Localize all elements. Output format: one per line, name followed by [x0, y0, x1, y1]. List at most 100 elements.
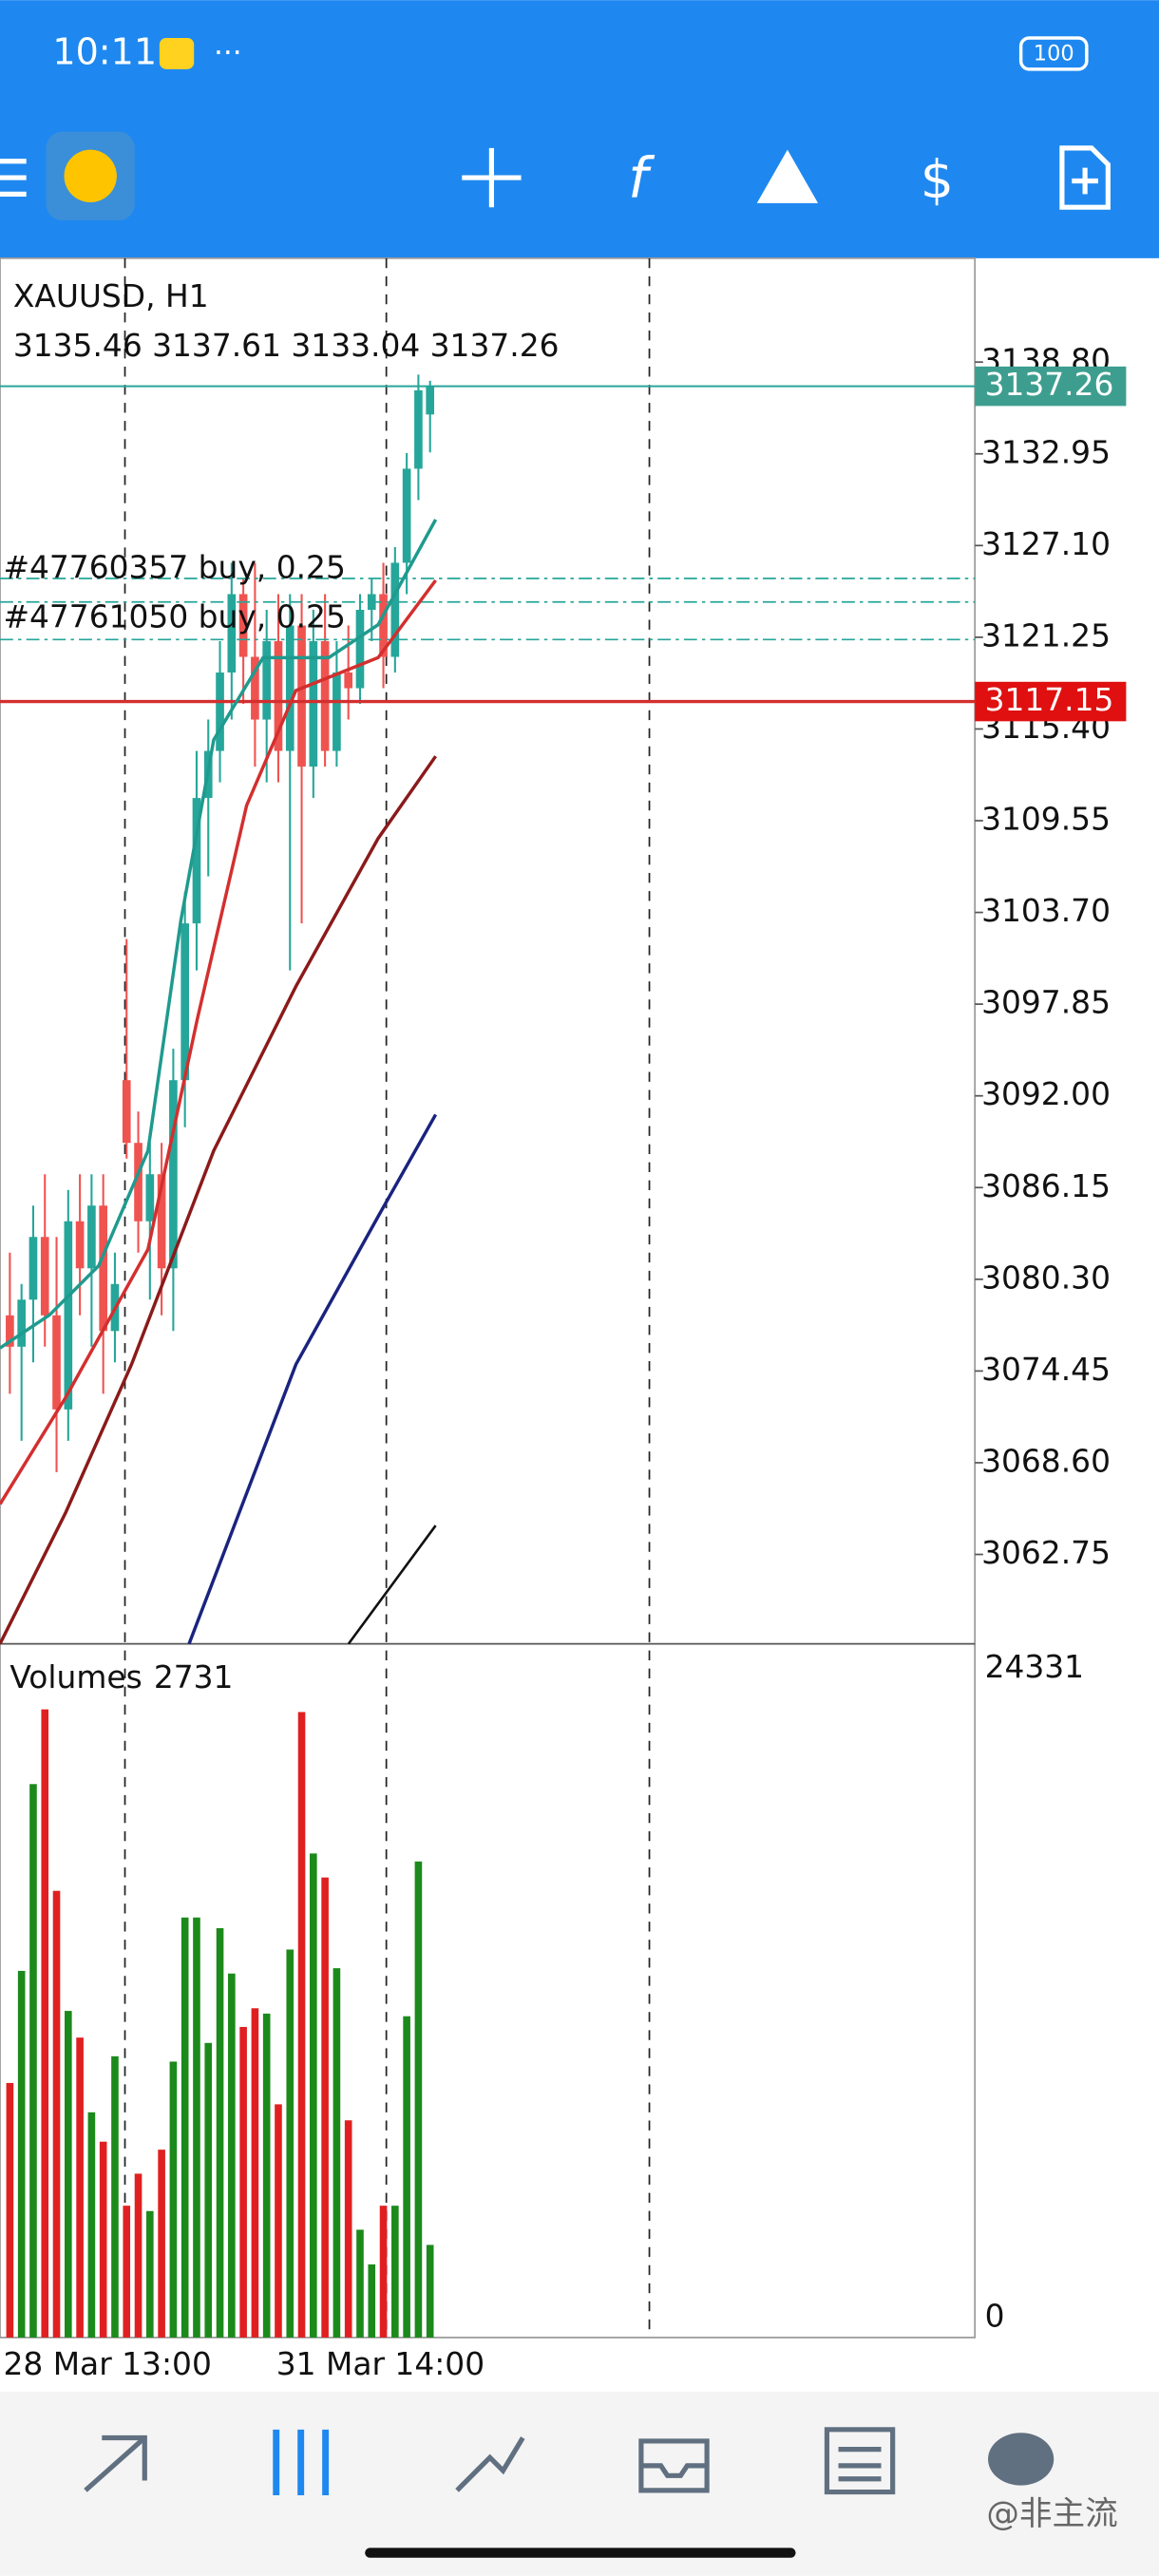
volume-bar [239, 2026, 247, 2338]
candle-body [145, 1174, 155, 1222]
volume-axis-label: 24331 [985, 1648, 1085, 1685]
volume-bar [344, 2120, 352, 2338]
volume-bar [332, 1968, 341, 2338]
candle-body [134, 1143, 142, 1222]
nav-icons[interactable] [84, 2427, 1054, 2496]
candle-body [332, 672, 341, 751]
price-label: 3068.60 [981, 1442, 1111, 1479]
volume-bar [111, 2055, 119, 2338]
price-label: 3080.30 [981, 1259, 1111, 1296]
volume-axis-label: 0 [985, 2298, 1005, 2335]
volume-bar [262, 2013, 271, 2338]
volume-bar [29, 1784, 37, 2338]
candle-body [157, 1174, 166, 1269]
volume-bar [275, 2104, 282, 2338]
candle-body [52, 1315, 61, 1410]
toolbar[interactable]: f $ [0, 131, 1111, 221]
nav-news[interactable] [824, 2427, 896, 2495]
crosshair-button[interactable] [462, 147, 522, 208]
nav-trade[interactable] [455, 2436, 525, 2492]
nav-quotes[interactable] [84, 2434, 147, 2492]
volume-bar [6, 2082, 14, 2338]
volume-bar [414, 1861, 423, 2338]
candle-body [75, 1221, 85, 1269]
new-order-button[interactable] [1059, 145, 1111, 210]
volume-bar [146, 2210, 154, 2338]
volume-bar [99, 2141, 107, 2338]
candle-body [390, 562, 400, 657]
price-label: 3132.95 [981, 433, 1111, 470]
nav-history[interactable] [638, 2438, 710, 2493]
volume-bar [251, 2008, 259, 2338]
chart-marks: 3138.803132.953127.103121.253115.403109.… [0, 327, 1127, 2338]
volume-bar [87, 2112, 96, 2338]
candle-body [122, 1080, 131, 1144]
ma-long [187, 1113, 438, 1645]
candle-body [262, 641, 272, 720]
ohlc-value: 3137.61 [152, 327, 281, 364]
trade-button[interactable]: $ [921, 150, 954, 211]
candle-body [285, 625, 294, 751]
candle-body [17, 1299, 26, 1347]
ohlc-value: 3137.26 [430, 327, 560, 364]
volume-bar [193, 1917, 200, 2338]
price-label: 3127.10 [981, 525, 1111, 562]
volume-bar [76, 2037, 84, 2338]
price-label: 3103.70 [981, 892, 1111, 929]
nav-messages[interactable] [988, 2433, 1054, 2486]
volume-bar [158, 2150, 165, 2338]
status-time: 10:11 [52, 31, 157, 73]
mt-logo-mark [64, 149, 117, 203]
candle-body [344, 672, 353, 689]
price-label: 3074.45 [981, 1351, 1111, 1388]
volume-bar [426, 2245, 434, 2338]
candle-body [64, 1221, 73, 1410]
battery-level: 100 [1034, 42, 1074, 66]
volume-bar [379, 2206, 388, 2338]
candle-body [320, 641, 330, 751]
candle-body [192, 798, 201, 924]
home-indicator [365, 2548, 796, 2558]
volume-bar [65, 2011, 72, 2338]
candle-body [87, 1205, 96, 1269]
volume-bar [134, 2173, 142, 2338]
ma-mid [0, 578, 437, 1506]
time-label: 31 Mar 14:00 [276, 2345, 484, 2382]
objects-button[interactable] [756, 149, 819, 203]
volume-bar [123, 2206, 131, 2338]
price-tag-label: 3137.26 [985, 366, 1114, 403]
volume-bar [297, 1712, 306, 2338]
candle-body [99, 1205, 108, 1332]
candle-body [309, 641, 318, 767]
candle-body [238, 594, 248, 657]
indicators [0, 519, 976, 1645]
volume-bar [403, 2016, 410, 2338]
volume-bar [368, 2263, 376, 2338]
candle-body [251, 656, 259, 720]
candle-body [414, 389, 423, 469]
volume-bar [286, 1949, 294, 2338]
price-label: 3109.55 [981, 801, 1111, 838]
volume-bar [356, 2229, 364, 2338]
nav-chart[interactable] [273, 2429, 330, 2496]
menu-button[interactable] [0, 159, 27, 197]
price-tag-label: 3117.15 [985, 681, 1114, 718]
volume-bar [391, 2206, 399, 2338]
ohlc-value: 3133.04 [291, 327, 420, 364]
price-label: 3097.85 [981, 984, 1111, 1021]
volume-bar [180, 1917, 189, 2338]
candle-body [274, 641, 283, 751]
candle-body [426, 386, 435, 415]
ma-extra [347, 1525, 437, 1645]
time-label: 28 Mar 13:00 [3, 2345, 211, 2382]
price-tag [975, 681, 1127, 722]
price-label: 3062.75 [981, 1534, 1111, 1571]
candle-body [169, 1080, 178, 1269]
candle-body [297, 625, 306, 767]
order-label: #47761050 buy, 0.25 [3, 597, 345, 635]
volume-bar [52, 1890, 61, 2338]
watermark: @非主流 [986, 2495, 1117, 2533]
candle-body [28, 1237, 38, 1300]
candle-body [216, 672, 224, 751]
